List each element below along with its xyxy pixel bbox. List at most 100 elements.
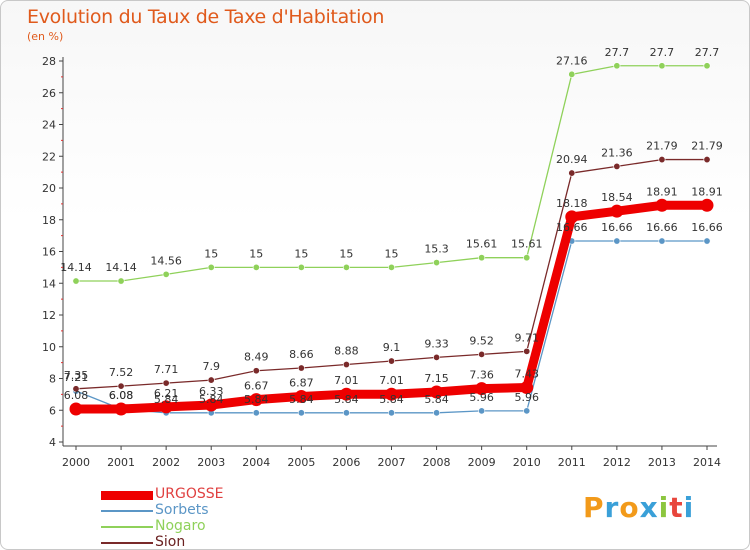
data-label-nogaro: 27.7 <box>605 46 630 59</box>
data-label-nogaro: 27.7 <box>650 46 675 59</box>
data-point-urgosse <box>475 382 489 396</box>
data-point-sorbets <box>703 237 711 245</box>
data-point-nogaro <box>523 254 531 262</box>
data-point-sorbets <box>342 409 350 417</box>
data-label-sion: 8.88 <box>334 345 359 358</box>
chart-title: Evolution du Taux de Taxe d'Habitation <box>27 6 385 28</box>
data-label-urgosse: 6.08 <box>64 389 89 402</box>
data-label-sorbets: 16.66 <box>601 221 633 234</box>
data-point-urgosse <box>204 398 218 412</box>
series-layer <box>69 62 714 417</box>
data-point-nogaro <box>568 70 576 78</box>
legend-swatch <box>101 526 153 528</box>
logo-letter: i <box>658 491 670 524</box>
data-point-sorbets <box>252 409 260 417</box>
data-label-urgosse: 18.91 <box>691 185 723 198</box>
data-label-sion: 7.9 <box>202 360 220 373</box>
data-point-nogaro <box>117 277 125 285</box>
legend-label: Nogaro <box>155 518 206 534</box>
logo-letter: P <box>583 491 605 524</box>
x-tick-label: 2003 <box>197 456 225 469</box>
data-point-nogaro <box>207 263 215 271</box>
data-point-nogaro <box>387 263 395 271</box>
y-tick-label: 4 <box>49 436 56 449</box>
legend-label: URGOSSE <box>155 486 224 502</box>
data-label-urgosse: 7.15 <box>424 372 449 385</box>
chart-subtitle: (en %) <box>27 30 64 43</box>
data-label-nogaro: 14.56 <box>150 254 182 267</box>
x-tick-label: 2002 <box>152 456 180 469</box>
data-point-urgosse <box>385 387 398 401</box>
data-label-urgosse: 6.67 <box>244 380 269 393</box>
logo-letter: o <box>619 491 640 524</box>
data-label-sion: 21.79 <box>646 140 678 153</box>
data-point-sion <box>613 162 621 170</box>
data-point-sion <box>703 156 711 164</box>
data-point-urgosse <box>655 198 669 212</box>
y-tick-label: 6 <box>49 404 56 417</box>
data-point-urgosse <box>114 402 128 416</box>
data-point-nogaro <box>252 263 260 271</box>
data-label-nogaro: 15 <box>385 247 399 260</box>
data-point-sion <box>387 357 395 365</box>
data-label-nogaro: 15 <box>249 247 263 260</box>
data-point-sion <box>478 350 486 358</box>
data-point-urgosse <box>565 210 579 224</box>
data-label-nogaro: 15.61 <box>511 238 543 251</box>
data-point-urgosse <box>294 389 308 403</box>
x-tick-label: 2004 <box>242 456 270 469</box>
logo-letter: i <box>683 491 695 524</box>
data-label-sion: 9.71 <box>514 331 539 344</box>
data-point-sion <box>117 382 125 390</box>
x-tick-label: 2007 <box>378 456 406 469</box>
data-label-sion: 8.49 <box>244 351 269 364</box>
data-point-urgosse <box>159 400 173 414</box>
data-label-nogaro: 15 <box>204 247 218 260</box>
y-tick-label: 8 <box>49 373 56 386</box>
x-tick-label: 2009 <box>468 456 496 469</box>
data-point-sorbets <box>478 407 486 415</box>
logo-letter: r <box>604 491 620 524</box>
data-point-sion <box>207 376 215 384</box>
data-label-sion: 8.66 <box>289 348 314 361</box>
data-point-sion <box>342 361 350 369</box>
y-tick-label: 28 <box>42 55 56 68</box>
data-point-urgosse <box>430 385 444 399</box>
data-label-sorbets: 16.66 <box>556 221 588 234</box>
data-label-sorbets: 5.84 <box>379 393 404 406</box>
chart-axes: 4 6 8 10 12 14 16 18 20 22 24 26 28 2000 2001 2002 2003 2… <box>42 55 721 469</box>
data-point-sion <box>433 353 441 361</box>
data-point-urgosse <box>520 381 534 395</box>
data-label-sion: 7.71 <box>154 363 179 376</box>
y-tick-label: 24 <box>42 119 56 132</box>
x-tick-label: 2011 <box>558 456 586 469</box>
data-point-sorbets <box>613 237 621 245</box>
data-label-urgosse: 7.43 <box>514 368 539 381</box>
data-label-urgosse: 6.08 <box>109 389 134 402</box>
legend-swatch <box>101 542 153 544</box>
data-label-nogaro: 15.3 <box>424 243 449 256</box>
y-tick-label: 26 <box>42 87 56 100</box>
data-labels-layer: 6.08 6.08 6.21 6.33 6.67 6.87 7.01 7.01 7.15 7.36… <box>60 46 723 406</box>
data-point-urgosse <box>69 402 83 416</box>
data-point-nogaro <box>478 254 486 262</box>
data-label-sorbets: 5.84 <box>244 393 269 406</box>
data-point-sorbets <box>658 237 666 245</box>
data-label-sorbets: 5.84 <box>199 393 224 406</box>
data-label-sorbets: 5.84 <box>289 393 314 406</box>
data-label-sion: 20.94 <box>556 153 588 166</box>
data-point-nogaro <box>342 263 350 271</box>
y-tick-label: 22 <box>42 150 56 163</box>
proxiti-logo: Proxiti <box>583 491 694 524</box>
x-tick-label: 2012 <box>603 456 631 469</box>
x-tick-label: 2014 <box>693 456 721 469</box>
data-label-sorbets: 16.66 <box>646 221 678 234</box>
data-label-nogaro: 27.16 <box>556 54 588 67</box>
data-label-urgosse: 7.36 <box>469 369 494 382</box>
y-tick-label: 12 <box>42 309 56 322</box>
x-tick-label: 2013 <box>648 456 676 469</box>
data-label-nogaro: 15 <box>294 247 308 260</box>
legend-swatch <box>101 491 153 500</box>
x-tick-label: 2001 <box>107 456 135 469</box>
x-tick-label: 2008 <box>423 456 451 469</box>
